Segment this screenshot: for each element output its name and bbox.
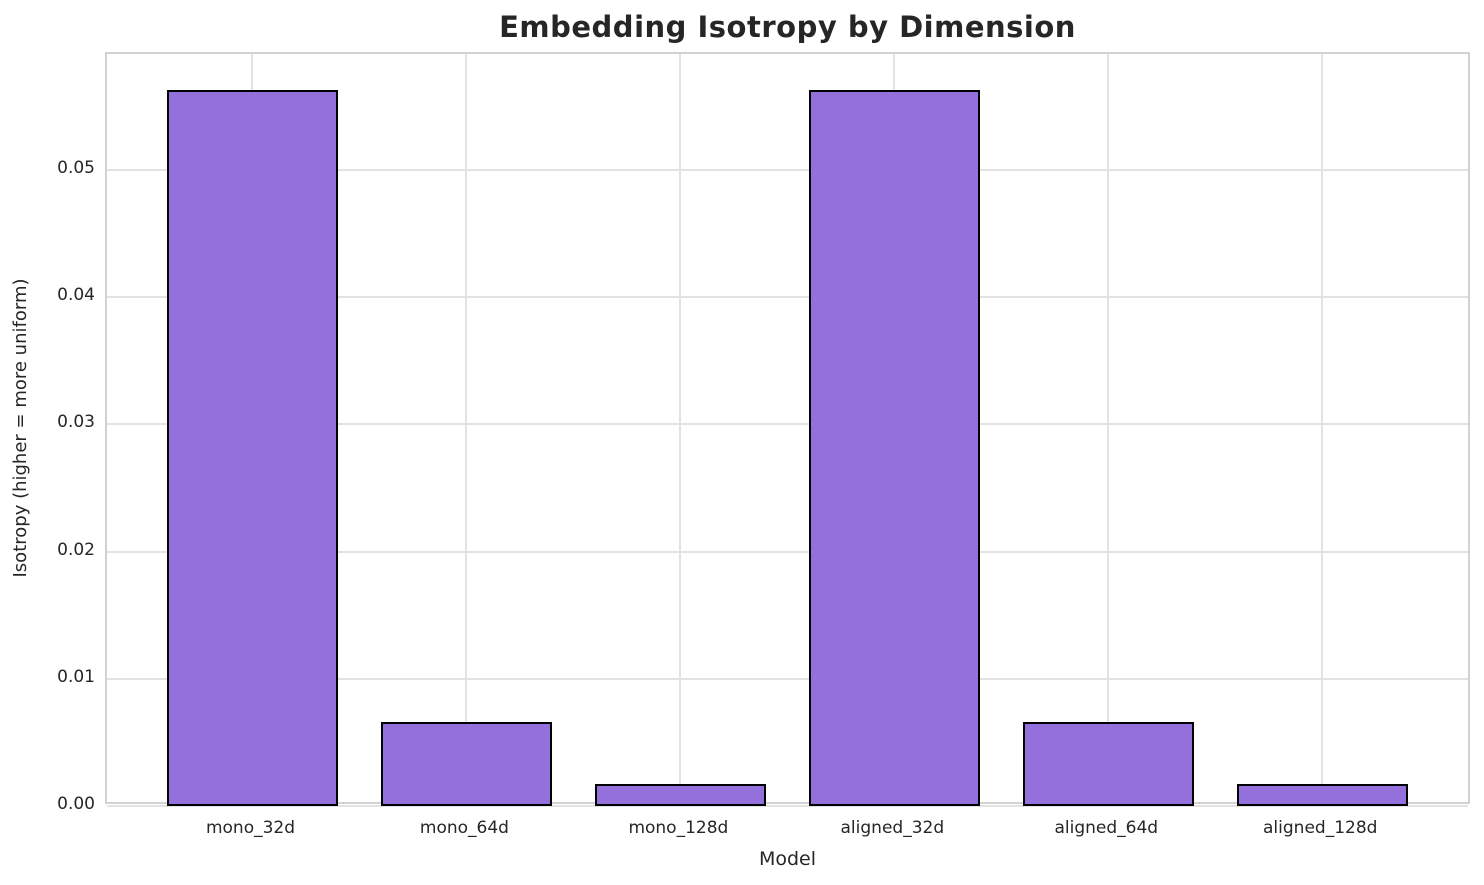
x-tick-label-aligned_128d: aligned_128d bbox=[1263, 818, 1378, 838]
y-gridline bbox=[107, 805, 1468, 807]
x-tick-label-mono_32d: mono_32d bbox=[205, 818, 296, 838]
x-gridline bbox=[1321, 54, 1324, 802]
bar-mono_64d bbox=[380, 722, 552, 806]
y-tick-label: 0.05 bbox=[57, 157, 95, 178]
chart-title: Embedding Isotropy by Dimension bbox=[499, 10, 1076, 44]
y-tick-label: 0.04 bbox=[57, 285, 95, 306]
x-axis-label: Model bbox=[758, 848, 817, 870]
y-gridline bbox=[107, 168, 1468, 171]
x-tick-label-mono_64d: mono_64d bbox=[419, 818, 509, 838]
x-tick-label-mono_128d: mono_128d bbox=[628, 818, 729, 838]
bar-aligned_128d bbox=[1236, 784, 1408, 806]
y-gridline bbox=[107, 550, 1468, 553]
y-tick-label: 0.01 bbox=[57, 666, 95, 687]
x-gridline bbox=[679, 54, 682, 802]
y-gridline bbox=[107, 423, 1468, 426]
x-tick-label-aligned_64d: aligned_64d bbox=[1054, 818, 1159, 838]
x-tick-label-aligned_32d: aligned_32d bbox=[840, 818, 945, 838]
bar-aligned_64d bbox=[1022, 722, 1194, 806]
plot-area bbox=[105, 52, 1470, 807]
y-gridline bbox=[107, 296, 1468, 299]
bar-mono_128d bbox=[594, 784, 766, 806]
bar-mono_32d bbox=[166, 89, 339, 806]
y-tick-label: 0.02 bbox=[57, 539, 95, 560]
x-gridline bbox=[1107, 54, 1110, 802]
y-tick-label: 0.00 bbox=[57, 794, 95, 814]
y-tick-label: 0.03 bbox=[57, 412, 95, 433]
bar-aligned_32d bbox=[808, 89, 980, 806]
x-gridline bbox=[465, 54, 468, 802]
y-gridline bbox=[107, 677, 1468, 680]
